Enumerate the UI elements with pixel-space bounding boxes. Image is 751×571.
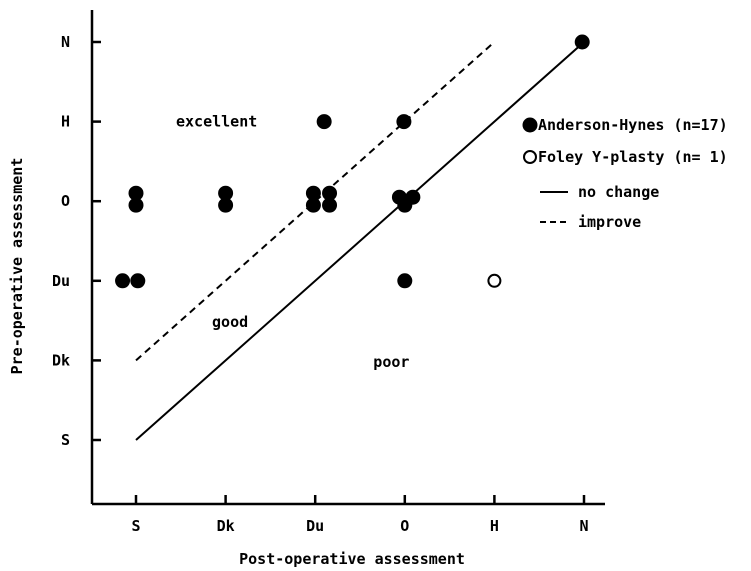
- reference-line-improve: [135, 41, 496, 362]
- anderson-hynes-point: [316, 114, 332, 130]
- y-tick-label: Dk: [52, 351, 70, 369]
- y-tick-label: H: [61, 113, 70, 131]
- anderson-hynes-point: [128, 197, 144, 213]
- legend-label-no-change: no change: [578, 183, 659, 201]
- anderson-hynes-point: [322, 197, 338, 213]
- anderson-hynes-point: [218, 197, 234, 213]
- region-label-poor: poor: [373, 353, 409, 371]
- legend-label-improve: improve: [578, 213, 641, 231]
- foley-y-plasty-point: [487, 273, 502, 288]
- anderson-hynes-point: [396, 114, 412, 130]
- region-label-excellent: excellent: [176, 113, 257, 131]
- reference-lines: [135, 41, 585, 441]
- legend-label-foley-y-plasty: Foley Y-plasty (n= 1): [538, 148, 728, 166]
- x-axis-title: Post-operative assessment: [239, 550, 465, 568]
- x-tick-label: N: [579, 517, 588, 535]
- anderson-hynes-point: [397, 197, 413, 213]
- legend: Anderson-Hynes (n=17) Foley Y-plasty (n= …: [522, 116, 728, 231]
- x-tick-label: S: [131, 517, 140, 535]
- y-tick-label: N: [61, 33, 70, 51]
- anderson-hynes-point: [130, 273, 146, 289]
- anderson-hynes-point: [574, 34, 590, 50]
- reference-line-no-change: [135, 41, 585, 441]
- y-tick-label: Du: [52, 272, 70, 290]
- anderson-hynes-point: [115, 273, 131, 289]
- x-tick-label: Du: [306, 517, 324, 535]
- legend-marker-foley-y-plasty: [523, 150, 537, 164]
- legend-marker-anderson-hynes: [522, 117, 538, 133]
- axes: S Dk Du O H N S Dk Du O H N Post-operative assessmen…: [8, 10, 605, 568]
- anderson-hynes-point: [305, 197, 321, 213]
- x-tick-label: H: [490, 517, 499, 535]
- y-axis-title: Pre-operative assessment: [8, 158, 26, 375]
- region-labels: excellent good poor: [176, 113, 409, 371]
- x-tick-label: O: [400, 517, 409, 535]
- data-points: [115, 34, 590, 289]
- y-tick-label: S: [61, 431, 70, 449]
- y-tick-label: O: [61, 192, 70, 210]
- x-tick-label: Dk: [217, 517, 235, 535]
- legend-label-anderson-hynes: Anderson-Hynes (n=17): [538, 116, 728, 134]
- anderson-hynes-point: [397, 273, 413, 289]
- region-label-good: good: [212, 313, 248, 331]
